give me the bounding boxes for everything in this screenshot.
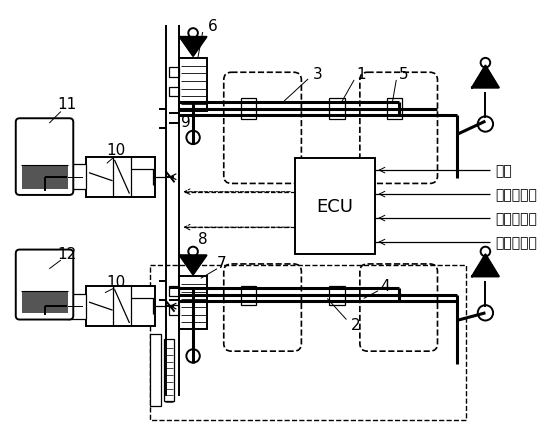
- Text: 侧向加速度: 侧向加速度: [495, 187, 537, 202]
- Polygon shape: [472, 66, 499, 89]
- FancyBboxPatch shape: [16, 119, 73, 195]
- Text: ECU: ECU: [317, 197, 354, 216]
- Bar: [169, 68, 179, 78]
- Bar: [22, 166, 68, 190]
- Text: 12: 12: [57, 247, 76, 261]
- FancyBboxPatch shape: [224, 73, 301, 184]
- Bar: [295, 159, 376, 254]
- Text: 11: 11: [57, 97, 76, 112]
- Polygon shape: [472, 255, 499, 277]
- Text: 9: 9: [182, 115, 191, 129]
- Bar: [169, 306, 179, 315]
- Bar: [164, 339, 174, 401]
- Text: 5: 5: [399, 66, 409, 82]
- Polygon shape: [179, 256, 207, 275]
- FancyBboxPatch shape: [16, 250, 73, 320]
- Bar: [67, 165, 86, 190]
- Bar: [386, 99, 402, 120]
- Bar: [169, 87, 179, 97]
- Text: 4: 4: [380, 279, 390, 294]
- Polygon shape: [179, 38, 207, 57]
- Bar: [179, 59, 208, 112]
- Text: 8: 8: [198, 231, 208, 246]
- Text: 蓄能器压力: 蓄能器压力: [495, 236, 537, 250]
- Bar: [86, 286, 155, 326]
- Bar: [22, 291, 68, 313]
- Bar: [329, 286, 345, 306]
- Bar: [179, 277, 208, 329]
- FancyBboxPatch shape: [224, 264, 301, 352]
- Bar: [169, 286, 179, 296]
- Text: 方向盘转角: 方向盘转角: [495, 212, 537, 226]
- Text: 3: 3: [313, 66, 322, 82]
- Bar: [150, 334, 162, 406]
- FancyBboxPatch shape: [360, 264, 437, 352]
- Bar: [86, 157, 155, 197]
- Bar: [67, 294, 86, 319]
- Bar: [241, 286, 256, 306]
- FancyBboxPatch shape: [360, 73, 437, 184]
- Text: 10: 10: [107, 143, 126, 158]
- Bar: [150, 265, 466, 420]
- Text: 2: 2: [351, 317, 361, 332]
- Text: 车速: 车速: [495, 164, 512, 178]
- Bar: [329, 99, 345, 120]
- Text: 1: 1: [356, 66, 366, 82]
- Text: 7: 7: [217, 255, 227, 270]
- Text: 10: 10: [107, 274, 126, 289]
- Text: 6: 6: [208, 19, 217, 34]
- Bar: [241, 99, 256, 120]
